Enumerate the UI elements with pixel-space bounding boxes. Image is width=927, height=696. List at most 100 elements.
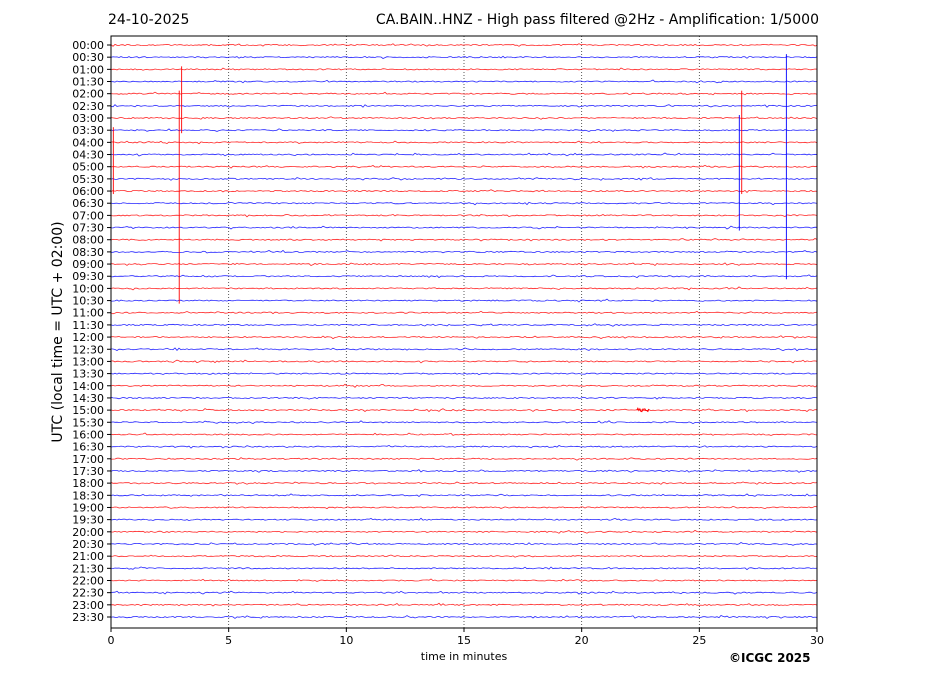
trace-1700 bbox=[110, 457, 818, 461]
trace-1030 bbox=[110, 298, 818, 303]
seismic-event bbox=[636, 407, 650, 413]
y-tick-label: 07:30 bbox=[72, 222, 104, 235]
y-tick-label: 20:00 bbox=[72, 526, 104, 539]
trace-0530 bbox=[110, 177, 818, 181]
trace-1100 bbox=[110, 310, 818, 315]
y-tick-label: 20:30 bbox=[72, 538, 104, 551]
trace-0600 bbox=[110, 189, 818, 193]
trace-0300 bbox=[110, 116, 818, 120]
y-tick-label: 03:30 bbox=[72, 124, 104, 137]
trace-0930 bbox=[110, 274, 818, 279]
trace-2230 bbox=[110, 590, 818, 595]
y-tick-label: 07:00 bbox=[72, 209, 104, 222]
trace-1130 bbox=[110, 323, 818, 327]
y-tick-label: 13:00 bbox=[72, 355, 104, 368]
trace-2130 bbox=[110, 566, 818, 571]
trace-1330 bbox=[110, 372, 818, 376]
y-tick-label: 12:00 bbox=[72, 331, 104, 344]
y-tick-label: 08:30 bbox=[72, 246, 104, 259]
y-tick-label: 14:30 bbox=[72, 392, 104, 405]
y-tick-label: 00:00 bbox=[72, 39, 104, 52]
trace-0830 bbox=[110, 249, 818, 254]
trace-0030 bbox=[110, 55, 818, 59]
trace-2330 bbox=[110, 615, 818, 619]
x-axis-label: time in minutes bbox=[420, 650, 508, 663]
trace-0200 bbox=[110, 91, 818, 96]
y-tick-label: 19:00 bbox=[72, 501, 104, 514]
trace-0700 bbox=[110, 213, 818, 218]
trace-1800 bbox=[110, 481, 818, 485]
trace-1400 bbox=[110, 383, 818, 388]
trace-2300 bbox=[110, 602, 818, 607]
x-tick-label: 25 bbox=[692, 634, 706, 647]
trace-1730 bbox=[110, 469, 818, 473]
y-tick-label: 11:00 bbox=[72, 307, 104, 320]
y-tick-label: 05:00 bbox=[72, 161, 104, 174]
y-tick-label: 17:30 bbox=[72, 465, 104, 478]
y-tick-label: 23:30 bbox=[72, 611, 104, 624]
y-tick-label: 03:00 bbox=[72, 112, 104, 125]
trace-1930 bbox=[110, 517, 818, 522]
y-tick-label: 19:30 bbox=[72, 514, 104, 527]
trace-1000 bbox=[110, 286, 818, 291]
y-tick-label: 14:00 bbox=[72, 380, 104, 393]
y-tick-label: 15:30 bbox=[72, 416, 104, 429]
trace-1830 bbox=[110, 493, 818, 498]
trace-0330 bbox=[110, 128, 818, 132]
y-tick-label: 11:30 bbox=[72, 319, 104, 332]
y-tick-label: 10:30 bbox=[72, 295, 104, 308]
trace-2200 bbox=[110, 578, 818, 582]
y-tick-label: 10:00 bbox=[72, 282, 104, 295]
trace-0400 bbox=[110, 140, 818, 145]
y-tick-label: 09:30 bbox=[72, 270, 104, 283]
y-tick-label: 09:00 bbox=[72, 258, 104, 271]
date-label: 24-10-2025 bbox=[108, 12, 190, 28]
y-tick-label: 12:30 bbox=[72, 343, 104, 356]
trace-1600 bbox=[110, 432, 818, 436]
y-tick-label: 15:00 bbox=[72, 404, 104, 417]
y-tick-label: 22:00 bbox=[72, 574, 104, 587]
y-tick-label: 22:30 bbox=[72, 587, 104, 600]
y-tick-label: 16:30 bbox=[72, 441, 104, 454]
trace-0900 bbox=[110, 262, 818, 267]
y-tick-label: 01:30 bbox=[72, 76, 104, 89]
y-tick-label: 18:30 bbox=[72, 489, 104, 502]
trace-1300 bbox=[110, 359, 818, 364]
trace-0800 bbox=[110, 238, 818, 242]
y-tick-label: 16:00 bbox=[72, 428, 104, 441]
trace-1630 bbox=[110, 444, 818, 449]
y-tick-label: 01:00 bbox=[72, 63, 104, 76]
trace-0430 bbox=[110, 152, 818, 157]
y-tick-label: 02:00 bbox=[72, 88, 104, 101]
trace-0000 bbox=[110, 43, 818, 47]
x-tick-label: 10 bbox=[339, 634, 353, 647]
y-tick-label: 21:00 bbox=[72, 550, 104, 563]
x-tick-label: 20 bbox=[575, 634, 589, 647]
trace-1500 bbox=[110, 408, 818, 413]
y-tick-label: 02:30 bbox=[72, 100, 104, 113]
y-tick-label: 06:00 bbox=[72, 185, 104, 198]
plot-frame bbox=[110, 35, 818, 629]
y-tick-label: 06:30 bbox=[72, 197, 104, 210]
trace-0730 bbox=[110, 225, 818, 230]
trace-2000 bbox=[110, 529, 818, 534]
trace-2030 bbox=[110, 542, 818, 546]
y-tick-label: 05:30 bbox=[72, 173, 104, 186]
y-tick-label: 17:00 bbox=[72, 453, 104, 466]
y-tick-label: 23:00 bbox=[72, 599, 104, 612]
y-tick-label: 04:30 bbox=[72, 149, 104, 162]
y-tick-label: 08:00 bbox=[72, 234, 104, 247]
x-tick-label: 15 bbox=[457, 634, 471, 647]
x-tick-label: 0 bbox=[108, 634, 115, 647]
trace-2100 bbox=[110, 554, 818, 558]
y-tick-label: 04:00 bbox=[72, 136, 104, 149]
trace-1230 bbox=[110, 347, 818, 352]
trace-0130 bbox=[110, 79, 818, 84]
trace-0100 bbox=[110, 67, 818, 71]
y-tick-label: 00:30 bbox=[72, 51, 104, 64]
trace-0230 bbox=[110, 104, 818, 108]
y-tick-label: 21:30 bbox=[72, 562, 104, 575]
trace-0630 bbox=[110, 201, 818, 206]
trace-1900 bbox=[110, 505, 818, 510]
x-tick-label: 5 bbox=[225, 634, 232, 647]
